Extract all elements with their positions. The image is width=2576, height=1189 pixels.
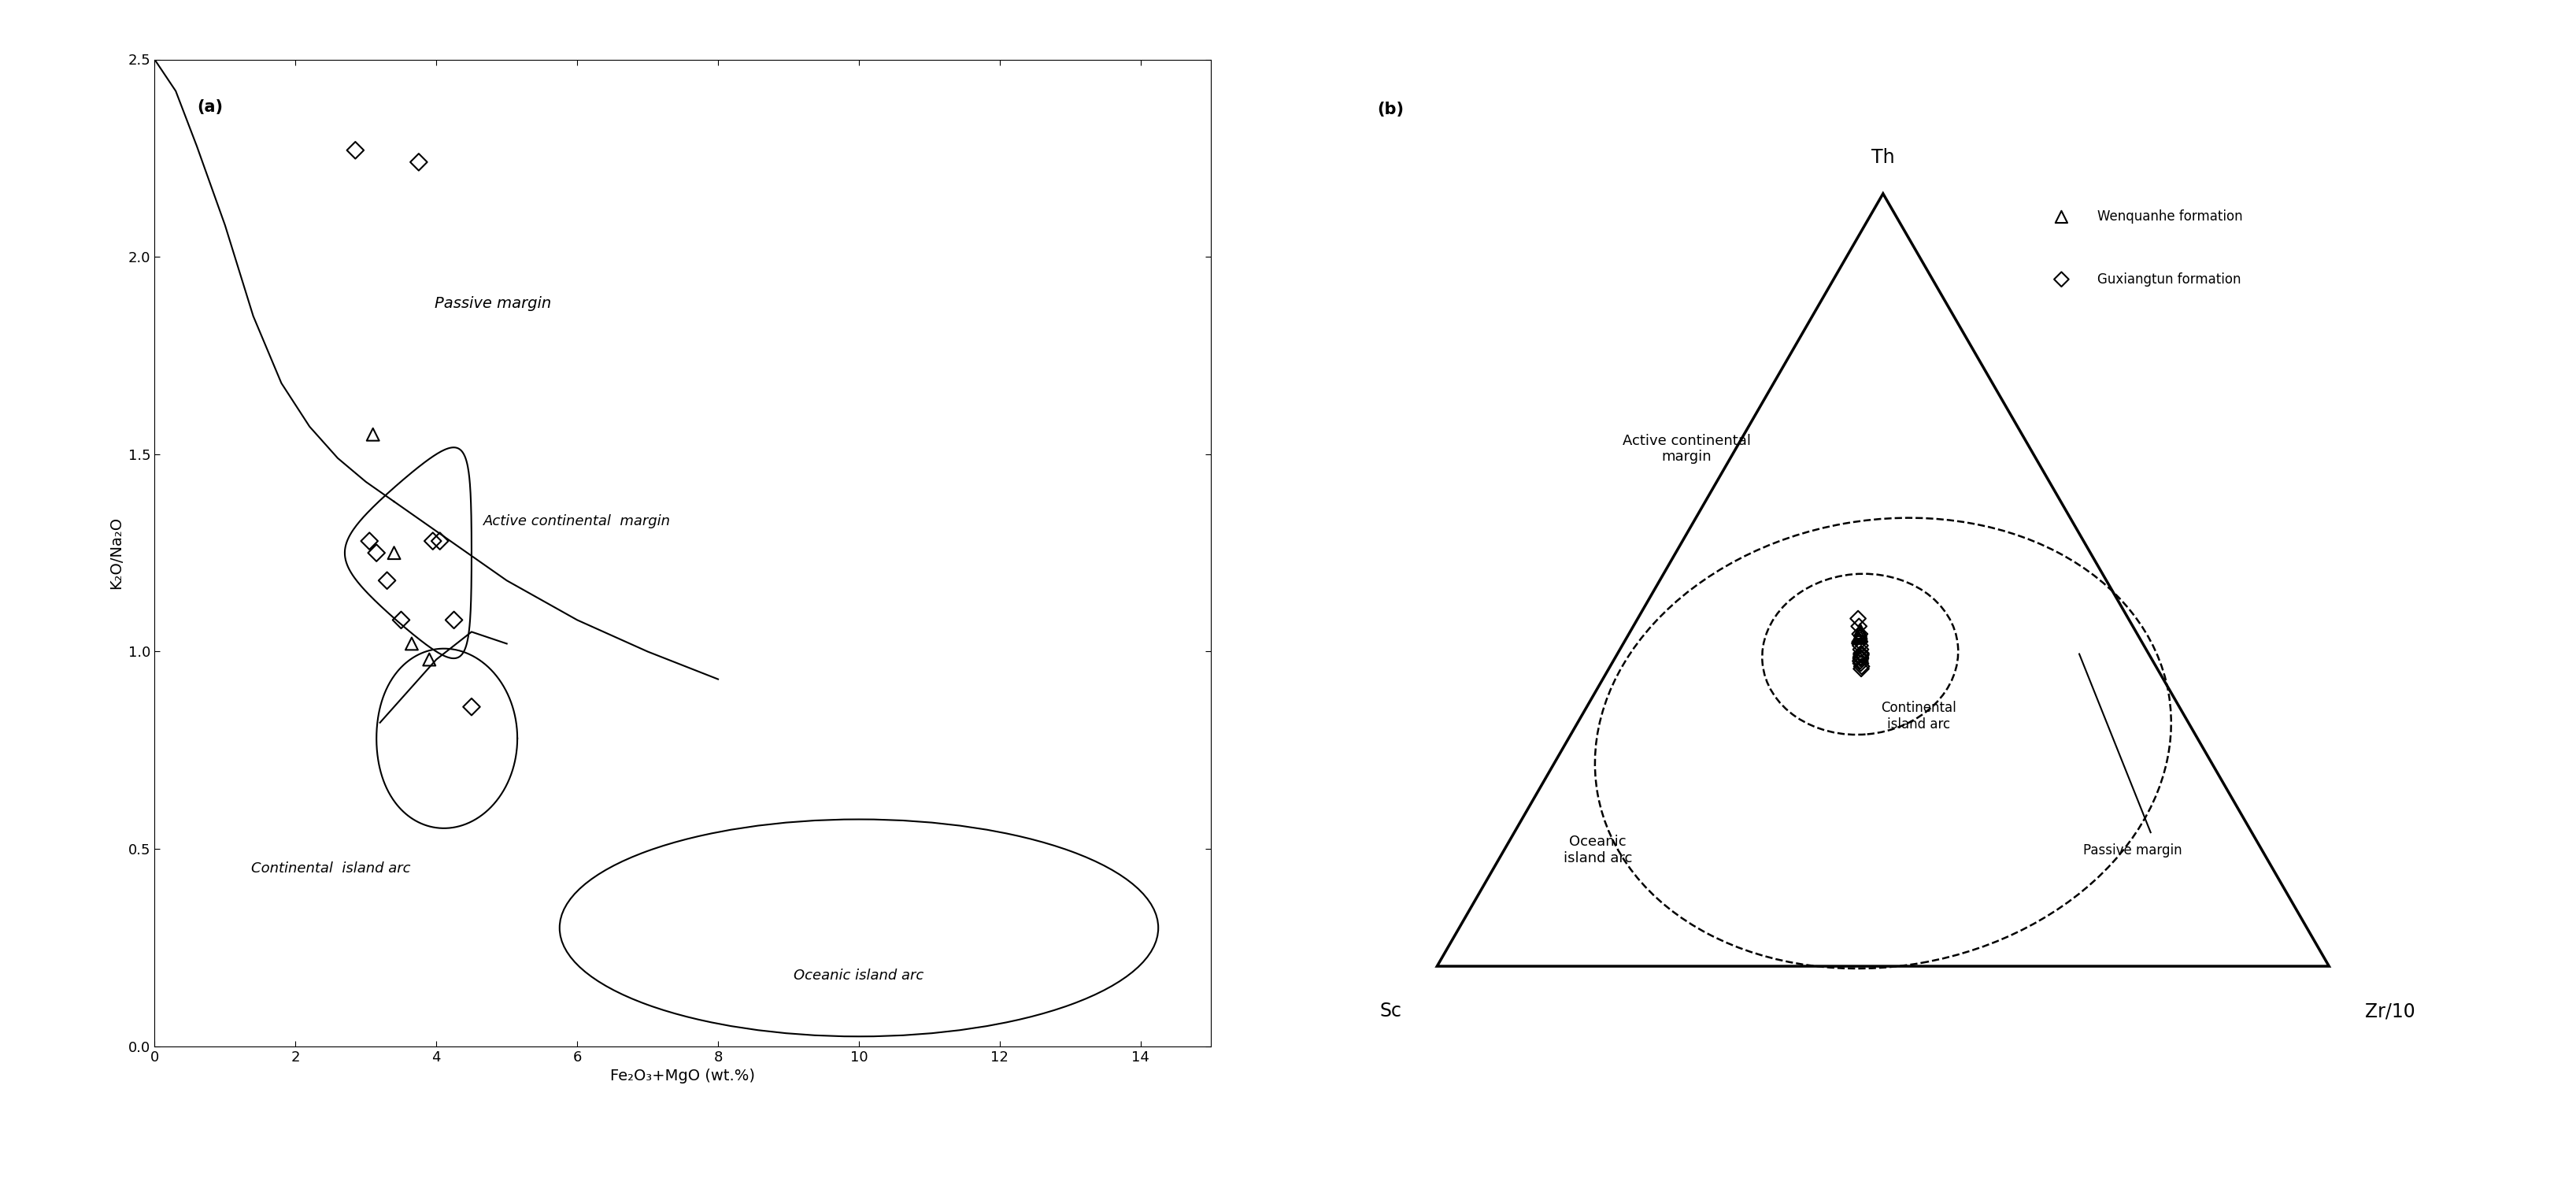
Point	[353, 424, 394, 443]
Text: Wenquanhe formation: Wenquanhe formation	[2097, 209, 2241, 224]
Point	[1839, 640, 1880, 659]
Point	[451, 697, 492, 716]
Point	[348, 531, 389, 551]
Point	[1839, 649, 1880, 668]
Point	[1837, 628, 1878, 647]
Point	[1839, 648, 1880, 667]
Point	[1839, 646, 1880, 665]
Text: Passive margin: Passive margin	[2084, 843, 2182, 857]
X-axis label: Fe₂O₃+MgO (wt.%): Fe₂O₃+MgO (wt.%)	[611, 1069, 755, 1083]
Point	[1839, 633, 1880, 652]
Text: (b): (b)	[1376, 102, 1404, 118]
Y-axis label: K₂O/Na₂O: K₂O/Na₂O	[108, 516, 124, 590]
Point	[1839, 643, 1880, 662]
Point	[335, 140, 376, 159]
Point	[1839, 623, 1880, 642]
Point	[392, 634, 433, 653]
Text: Active continental
margin: Active continental margin	[1623, 434, 1752, 464]
Point	[1839, 624, 1880, 643]
Point	[1839, 627, 1880, 646]
Point	[366, 571, 407, 590]
Text: Sc: Sc	[1378, 1002, 1401, 1021]
Text: Active continental  margin: Active continental margin	[484, 514, 670, 528]
Point	[374, 543, 415, 562]
Point	[1839, 636, 1880, 655]
Text: Th: Th	[1870, 147, 1893, 166]
Point	[2040, 207, 2081, 226]
Point	[1839, 652, 1880, 671]
Text: Guxiangtun formation: Guxiangtun formation	[2097, 272, 2241, 287]
Point	[1839, 654, 1880, 673]
Point	[1839, 624, 1880, 643]
Text: Oceanic island arc: Oceanic island arc	[793, 968, 925, 982]
Point	[420, 531, 461, 551]
Point	[1837, 628, 1878, 647]
Point	[1837, 617, 1878, 636]
Point	[412, 531, 453, 551]
Point	[1839, 659, 1880, 678]
Point	[397, 152, 438, 171]
Point	[1837, 609, 1878, 628]
Point	[381, 610, 422, 629]
Text: Zr/10: Zr/10	[2365, 1002, 2414, 1021]
Point	[1839, 621, 1880, 640]
Text: Continental  island arc: Continental island arc	[250, 862, 410, 876]
Text: Oceanic
island arc: Oceanic island arc	[1564, 835, 1631, 866]
Text: Passive margin: Passive margin	[435, 296, 551, 312]
Point	[410, 650, 451, 669]
Text: Continental
island arc: Continental island arc	[1880, 702, 1955, 731]
Text: (a): (a)	[196, 99, 222, 114]
Point	[1839, 658, 1880, 677]
Point	[433, 610, 474, 629]
Point	[2040, 270, 2081, 289]
Point	[355, 543, 397, 562]
